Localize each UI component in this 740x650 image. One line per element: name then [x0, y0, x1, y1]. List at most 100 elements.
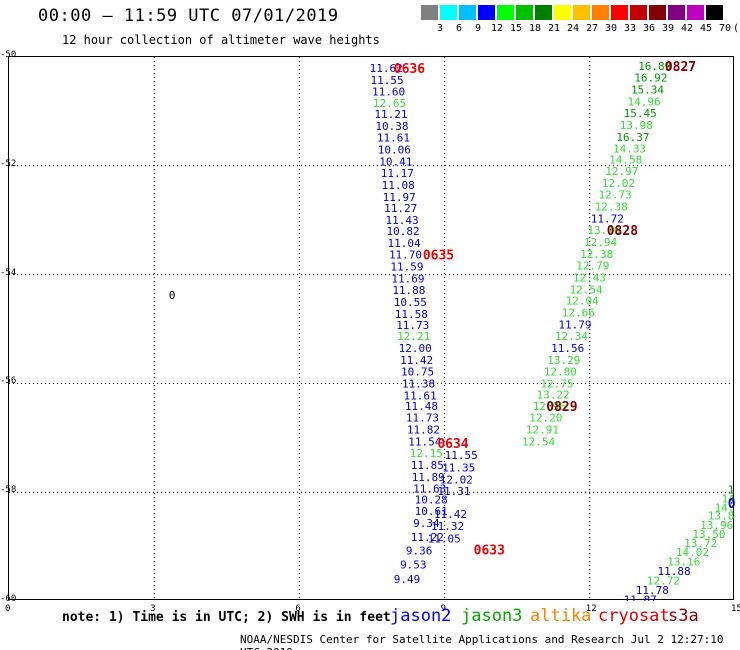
wave-height-point: 11.62 [370, 62, 403, 75]
color-scale-label: 33 [623, 23, 637, 34]
wave-height-point: 11.05 [428, 532, 461, 545]
x-tick-label: 0 [5, 604, 11, 614]
wave-height-point: 11.60 [372, 85, 405, 98]
wave-height-point: 11.61 [377, 132, 410, 145]
wave-height-point: 11.85 [411, 459, 444, 472]
wave-height-point: 12.02 [602, 177, 635, 190]
wave-height-point: 9.53 [400, 559, 427, 572]
wave-height-point: 12.43 [573, 271, 606, 284]
wave-height-point: 11.42 [434, 508, 467, 521]
wave-height-point: 12.96 [533, 400, 566, 413]
wave-height-point: 10.06 [378, 143, 411, 156]
y-tick-label: -58 [0, 485, 17, 496]
wave-height-point: 10.82 [387, 225, 420, 238]
color-swatch [706, 5, 723, 20]
x-tick-label: 6 [295, 604, 301, 614]
wave-height-point: 14.96 [628, 96, 661, 109]
wave-height-point: 9.34 [413, 517, 440, 530]
wave-height-point: 13.84 [708, 510, 735, 523]
map-mark-label: 0 [169, 289, 176, 302]
wave-height-point: 12.73 [599, 189, 632, 202]
wave-height-point: 12.66 [562, 307, 595, 320]
y-tick-label: -50 [0, 50, 17, 60]
wave-height-point: 11.32 [431, 520, 464, 533]
wave-height-point: 13.72 [684, 537, 717, 550]
color-swatch [611, 5, 628, 20]
pass-time-label: 0122 [728, 497, 735, 512]
wave-height-point: 11.73 [406, 412, 439, 425]
wave-height-point: 15.45 [624, 107, 657, 120]
wave-height-point: 11.61 [403, 389, 436, 402]
color-scale-label: 70 [718, 23, 732, 34]
color-scale-label: 21 [547, 23, 561, 34]
wave-height-point: 11.88 [658, 565, 691, 578]
wave-height-point: 13.27 [734, 473, 735, 486]
pass-time-label: 0636 [394, 62, 425, 77]
pass-time-label: 0827 [665, 60, 696, 75]
wave-height-point: 13.16 [667, 555, 700, 568]
color-scale-label: 9 [474, 23, 482, 34]
wave-height-point: 11.69 [391, 272, 424, 285]
wave-height-point: 12.00 [399, 342, 432, 355]
pass-time-label: 0633 [474, 543, 505, 558]
pass-time-label: 0634 [437, 437, 468, 452]
wave-height-point: 10.61 [415, 505, 448, 518]
color-scale-label: 6 [455, 23, 463, 34]
color-scale-label: 39 [661, 23, 675, 34]
satellite-legend-cryosat: cryosat [598, 606, 670, 626]
color-swatch [421, 5, 438, 20]
wave-height-point: 9.49 [394, 573, 421, 586]
wave-height-point: 13.29 [547, 354, 580, 367]
color-scale-label: 24 [566, 23, 580, 34]
page-title: 00:00 – 11:59 UTC 07/01/2019 [38, 6, 339, 26]
color-swatch [497, 5, 514, 20]
wave-height-point: 14.02 [676, 546, 709, 559]
color-swatch [687, 5, 704, 20]
wave-height-point: 11.21 [374, 108, 407, 121]
color-scale-label: 3 [436, 23, 444, 34]
color-swatch [535, 5, 552, 20]
x-tick-label: 15 [731, 604, 740, 614]
wave-height-point: 12.54 [522, 436, 555, 449]
color-scale-label: 15 [509, 23, 523, 34]
satellite-legend-jason2: jason2 [390, 606, 452, 626]
color-swatch [592, 5, 609, 20]
wave-height-point: 11.87 [624, 593, 657, 601]
x-tick-label: 12 [585, 604, 597, 614]
pass-time-label: 0828 [607, 224, 638, 239]
wave-height-point: 12.34 [555, 330, 588, 343]
wave-height-point: 12.38 [580, 248, 613, 261]
wave-height-point: 12.80 [544, 365, 577, 378]
wave-height-point: 15.34 [631, 84, 664, 97]
wave-height-point: 12.91 [526, 424, 559, 437]
satellite-legend-s3a: s3a [668, 606, 699, 626]
credit-line: NOAA/NESDIS Center for Satellite Applica… [240, 633, 724, 650]
wave-height-point: 12.97 [605, 165, 638, 178]
wave-height-point: 12.15 [410, 447, 443, 460]
wave-height-point: 10.28 [415, 493, 448, 506]
wave-height-map: 011.6211.5511.6012.6511.2110.3811.6110.0… [9, 57, 735, 601]
wave-height-point: 16.92 [634, 72, 667, 85]
color-swatch [440, 5, 457, 20]
color-swatch [516, 5, 533, 20]
wave-height-point: 12.02 [440, 474, 473, 487]
wave-height-point: 11.04 [387, 237, 420, 250]
wave-height-point: 14.33 [613, 142, 646, 155]
wave-height-point: 13.22 [537, 388, 570, 401]
y-tick-label: -52 [0, 158, 17, 169]
wave-height-point: 11.56 [551, 342, 584, 355]
color-swatch [573, 5, 590, 20]
wave-height-point: 11.48 [405, 400, 438, 413]
wave-height-point: 11.70 [389, 248, 422, 261]
wave-height-point: 11.59 [390, 260, 423, 273]
wave-height-point: 12.38 [595, 201, 628, 214]
color-scale-label: 42 [680, 23, 694, 34]
wave-height-point: 11.63 [413, 482, 446, 495]
color-scale-label: (ft) [733, 23, 740, 34]
footer-note: note: 1) Time is in UTC; 2) SWH is in fe… [62, 610, 391, 625]
pass-time-label: 0829 [546, 400, 577, 415]
wave-height-point: 11.08 [382, 179, 415, 192]
wave-height-point: 16.37 [616, 131, 649, 144]
color-scale-label: 18 [528, 23, 542, 34]
